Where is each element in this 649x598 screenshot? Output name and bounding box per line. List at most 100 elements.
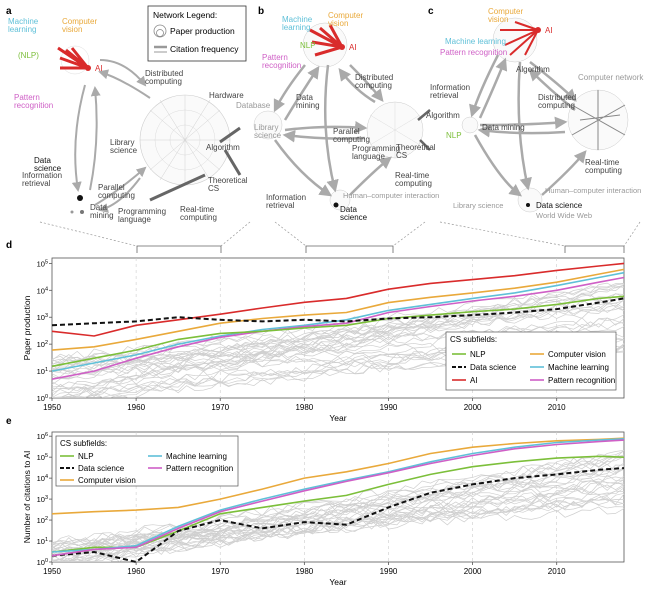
background-series-line	[52, 293, 625, 398]
net-b-label-nlp: NLP	[300, 41, 316, 50]
background-series-line	[51, 468, 625, 547]
x-axis-label: Year	[329, 577, 346, 587]
net-b-label-rt: Real-time computing	[395, 171, 432, 188]
background-series-line	[51, 481, 625, 562]
net-c-label-lib: Library science	[453, 201, 503, 210]
legend-title: CS subfields:	[60, 439, 107, 448]
label-line: language	[118, 215, 151, 224]
label-line: language	[352, 152, 385, 161]
background-series-line	[51, 498, 625, 558]
label-line: CS	[396, 151, 407, 160]
panel-letter-c: c	[428, 6, 434, 17]
legend-title: CS subfields:	[450, 335, 497, 344]
net-a-label-alg: Algorithm	[206, 143, 240, 152]
net-b-label-lib: Library science	[254, 123, 282, 140]
legend-entry: Computer vision	[548, 350, 606, 359]
net-c-label-www: World Wide Web	[536, 211, 592, 220]
network-a-ai-cluster	[57, 45, 91, 75]
y-tick-label: 101	[37, 537, 48, 546]
series-line-machine-learning	[51, 271, 625, 372]
network-legend-title: Network Legend:	[153, 10, 217, 20]
label-line: recognition	[14, 101, 53, 110]
legend-entry: Pattern recognition	[548, 376, 615, 385]
x-tick-label: 1950	[43, 567, 61, 576]
chart-citations: 1950 1960 1970 1980 1990 2000 2010 100 101 102 103…	[22, 431, 625, 587]
net-a-label-ir: Information retrieval	[22, 171, 62, 188]
label-line: mining	[90, 211, 114, 220]
net-c-label-ds: Data science	[536, 201, 583, 210]
x-tick-label: 1980	[295, 403, 313, 412]
network-b-cs-cluster	[366, 101, 431, 159]
net-b-label-par: Parallel computing	[333, 127, 370, 144]
label-line: vision	[328, 19, 348, 28]
label-line: computing	[395, 179, 432, 188]
y-tick-label: 106	[37, 432, 48, 441]
net-b-label-db: Database	[236, 101, 271, 110]
label-line: learning	[282, 23, 310, 32]
network-c: Computer vision AI Machine learning Patte…	[426, 7, 644, 220]
x-tick-label: 1970	[211, 403, 229, 412]
chart-paper-production: 1950 1960 1970 1980 1990 2000 2010 100 101 102 103…	[22, 257, 625, 423]
net-b-label-dist: Distributed computing	[355, 73, 393, 90]
series-line-machine-learning	[51, 438, 625, 553]
net-b-label-ir: Information retrieval	[266, 193, 306, 210]
net-c-label-ml: Machine learning	[445, 37, 506, 46]
net-c-label-nlp: NLP	[446, 131, 462, 140]
net-b-label-pr: Pattern recognition	[262, 53, 301, 70]
background-series-line	[51, 282, 625, 385]
label-line: computing	[585, 166, 622, 175]
label-line: learning	[8, 25, 36, 34]
background-series-line	[51, 462, 625, 559]
label-line: science	[34, 164, 62, 173]
legend-entry: Data science	[470, 363, 517, 372]
label-line: computing	[98, 191, 135, 200]
y-tick-label: 103	[37, 313, 48, 322]
label-line: recognition	[262, 61, 301, 70]
net-a-label-dm: Data mining	[90, 203, 114, 220]
x-tick-label: 1980	[295, 567, 313, 576]
net-c-label-cn: Computer network	[578, 73, 644, 82]
net-b-label-cv: Computer vision	[328, 11, 363, 28]
label-line: science	[254, 131, 282, 140]
x-axis-label: Year	[329, 413, 346, 423]
network-c-cs-cluster	[567, 89, 629, 151]
label-line: science	[340, 213, 368, 222]
series-line-pattern-recognition	[51, 276, 625, 380]
net-c-label-dm: Data mining	[482, 123, 525, 132]
net-a-label-ai: AI	[95, 64, 103, 73]
background-series-line	[51, 317, 625, 368]
net-a-label-hw: Hardware	[209, 91, 244, 100]
net-b-label-hci: Human–computer interaction	[343, 191, 439, 200]
net-c-label-ai: AI	[545, 26, 553, 35]
net-c-label-ir: Information retrieval	[430, 83, 470, 100]
net-c-label-pr: Pattern recognition	[440, 48, 507, 57]
series-line-computer-vision	[51, 437, 625, 515]
network-legend-paper: Paper production	[170, 26, 235, 36]
y-tick-label: 104	[37, 474, 48, 483]
legend-entry: Data science	[78, 464, 125, 473]
legend-entry: Computer vision	[78, 476, 136, 485]
y-axis-label: Paper production	[22, 295, 32, 360]
series-line-data-science	[51, 297, 625, 327]
net-c-label-cv: Computer vision	[488, 7, 523, 24]
label-line: vision	[62, 25, 82, 34]
x-tick-label: 1970	[211, 567, 229, 576]
y-tick-label: 105	[37, 259, 48, 268]
y-tick-label: 105	[37, 453, 48, 462]
y-tick-label: 100	[37, 394, 48, 403]
network-legend: Network Legend: Paper production Citatio…	[147, 5, 247, 62]
x-tick-label: 2010	[548, 567, 566, 576]
panel-letter-e: e	[6, 416, 12, 427]
label-line: retrieval	[430, 91, 459, 100]
net-a-label-nlp: (NLP)	[18, 51, 39, 60]
net-c-label-rt: Real-time computing	[585, 158, 622, 175]
x-tick-label: 1990	[380, 567, 398, 576]
series-line-computer-vision	[51, 268, 625, 351]
series-line-data-science	[51, 467, 625, 564]
label-line: computing	[538, 101, 575, 110]
x-tick-label: 1960	[127, 403, 145, 412]
net-c-label-alg1: Algorithm	[516, 65, 550, 74]
net-b-label-dm: Data mining	[296, 93, 320, 110]
legend-entry: NLP	[470, 350, 486, 359]
network-b-ai-cluster	[302, 22, 348, 68]
